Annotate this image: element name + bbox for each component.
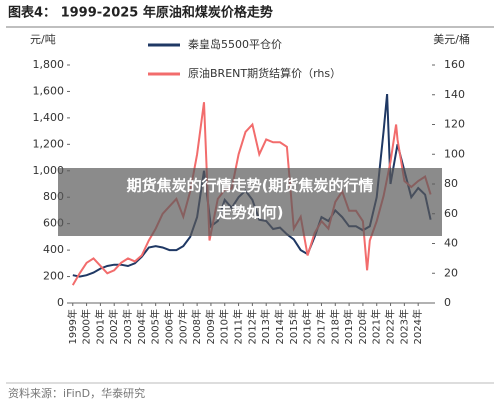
x-tick-label: 2022年	[384, 309, 397, 344]
x-tick-label: 2013年	[259, 309, 272, 344]
y2-tick-label: 60	[444, 207, 458, 220]
y2-tick-label: 20	[444, 266, 458, 279]
x-tick-label: 2004年	[135, 309, 148, 344]
source: 资料来源：iFinD，华泰研究	[8, 386, 145, 400]
y-tick-label: 400	[43, 243, 64, 256]
x-tick-label: 2000年	[80, 309, 93, 344]
x-tick-label: 2017年	[314, 309, 327, 344]
x-tick-label: 2002年	[107, 309, 120, 344]
x-tick-label: 2014年	[273, 309, 286, 344]
x-tick-label: 2024年	[411, 309, 424, 344]
y2-tick-label: 140	[444, 88, 465, 101]
x-tick-label: 2019年	[342, 309, 355, 344]
x-tick-label: 2001年	[93, 309, 106, 344]
x-tick-label: 2008年	[190, 309, 203, 344]
legend-label: 秦皇岛5500平仓价	[188, 37, 282, 51]
x-tick-label: 2016年	[301, 309, 314, 344]
chart-title: 图表4： 1999-2025 年原油和煤炭价格走势	[8, 5, 273, 21]
x-tick-label: 2023年	[397, 309, 410, 344]
y2-tick-label: 120	[444, 118, 465, 131]
y-tick-label: 1,200	[33, 137, 65, 150]
y2-tick-label: 40	[444, 237, 458, 250]
overlay-text: 走势如何)	[217, 204, 284, 222]
y2-tick-label: 100	[444, 147, 465, 160]
overlay-text: 期货焦炭的行情走势(期货焦炭的行情	[127, 177, 374, 195]
x-tick-label: 2009年	[204, 309, 217, 344]
x-tick-label: 2018年	[328, 309, 341, 344]
y-tick-label: 1,000	[33, 164, 65, 177]
y2-tick-label: 0	[444, 296, 451, 309]
y-axis-label: 元/吨	[30, 33, 56, 46]
legend-label: 原油BRENT期货结算价（rhs）	[188, 66, 341, 80]
y-tick-label: 1,800	[33, 58, 65, 71]
y-tick-label: 1,400	[33, 111, 65, 124]
x-tick-label: 2015年	[287, 309, 300, 344]
x-tick-label: 2005年	[149, 309, 162, 344]
x-tick-label: 2006年	[162, 309, 175, 344]
x-tick-label: 2020年	[356, 309, 369, 344]
x-tick-label: 2021年	[370, 309, 383, 344]
x-tick-label: 2007年	[176, 309, 189, 344]
y2-axis-label: 美元/桶	[433, 32, 470, 46]
x-tick-label: 2010年	[218, 309, 231, 344]
overlay-banner	[58, 168, 442, 236]
y-tick-label: 0	[57, 296, 64, 309]
y2-tick-label: 160	[444, 58, 465, 71]
y-tick-label: 200	[43, 270, 64, 283]
x-tick-label: 2011年	[232, 309, 245, 344]
x-tick-label: 2003年	[121, 309, 134, 344]
x-tick-label: 1999年	[66, 309, 79, 344]
y2-tick-label: 80	[444, 177, 458, 190]
y-tick-label: 1,600	[33, 84, 65, 97]
x-tick-label: 2012年	[245, 309, 258, 344]
